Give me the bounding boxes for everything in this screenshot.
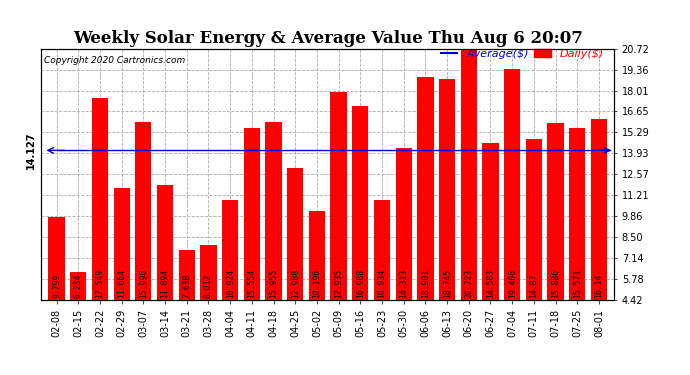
Bar: [547, 123, 564, 300]
Text: 6.234: 6.234: [74, 274, 83, 298]
Text: 18.901: 18.901: [421, 269, 430, 298]
Text: 15.996: 15.996: [139, 269, 148, 298]
Text: 8.012: 8.012: [204, 274, 213, 298]
Text: 19.406: 19.406: [508, 269, 517, 298]
Bar: [461, 49, 477, 300]
Bar: [114, 188, 130, 300]
Text: 14.87: 14.87: [529, 274, 538, 298]
Text: 14.313: 14.313: [400, 269, 408, 298]
Text: 7.638: 7.638: [182, 274, 191, 298]
Bar: [439, 79, 455, 300]
Bar: [395, 147, 412, 300]
Text: 14.583: 14.583: [486, 269, 495, 298]
Text: 16.988: 16.988: [356, 269, 365, 298]
Bar: [417, 77, 433, 300]
Text: 15.886: 15.886: [551, 269, 560, 298]
Bar: [526, 139, 542, 300]
Text: 18.745: 18.745: [442, 269, 451, 298]
Text: 16.14: 16.14: [594, 274, 604, 298]
Bar: [504, 69, 520, 300]
Bar: [266, 122, 282, 300]
Bar: [70, 272, 86, 300]
Bar: [374, 200, 390, 300]
Bar: [591, 119, 607, 300]
Bar: [222, 200, 238, 300]
Text: 10.196: 10.196: [313, 269, 322, 298]
Bar: [569, 128, 585, 300]
Bar: [244, 128, 260, 300]
Text: 17.935: 17.935: [334, 269, 343, 298]
Text: 15.571: 15.571: [573, 269, 582, 298]
Text: 20.723: 20.723: [464, 269, 473, 298]
Bar: [200, 244, 217, 300]
Text: 17.549: 17.549: [95, 269, 104, 298]
Text: 10.934: 10.934: [377, 269, 386, 298]
Text: 14.127: 14.127: [26, 132, 36, 169]
Text: 11.894: 11.894: [161, 269, 170, 298]
Legend: Average($), Daily($): Average($), Daily($): [436, 44, 609, 63]
Text: Copyright 2020 Cartronics.com: Copyright 2020 Cartronics.com: [44, 56, 186, 65]
Bar: [308, 211, 325, 300]
Bar: [48, 217, 65, 300]
Bar: [92, 98, 108, 300]
Bar: [482, 143, 499, 300]
Text: 15.554: 15.554: [247, 269, 256, 298]
Text: 10.924: 10.924: [226, 269, 235, 298]
Bar: [331, 92, 347, 300]
Bar: [352, 106, 368, 300]
Bar: [157, 185, 173, 300]
Title: Weekly Solar Energy & Average Value Thu Aug 6 20:07: Weekly Solar Energy & Average Value Thu …: [73, 30, 582, 47]
Text: 15.955: 15.955: [269, 269, 278, 298]
Bar: [135, 122, 152, 300]
Bar: [179, 251, 195, 300]
Text: 9.799: 9.799: [52, 274, 61, 298]
Bar: [287, 168, 304, 300]
Text: 12.988: 12.988: [290, 269, 299, 298]
Text: 11.664: 11.664: [117, 269, 126, 298]
